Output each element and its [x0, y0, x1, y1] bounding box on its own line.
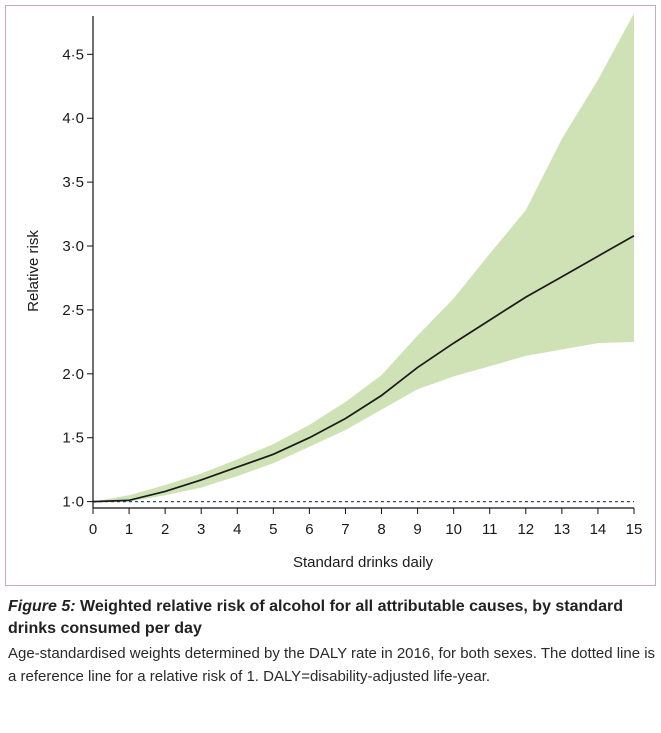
x-axis-title: Standard drinks daily — [293, 554, 434, 571]
caption-title-text: Weighted relative risk of alcohol for al… — [8, 598, 623, 637]
y-tick-label: 1·5 — [62, 430, 84, 447]
x-tick-label: 4 — [233, 521, 241, 538]
y-tick-label: 2·0 — [62, 366, 84, 383]
caption-title: Figure 5: Weighted relative risk of alco… — [8, 596, 656, 640]
y-tick-label: 3·5 — [62, 174, 84, 191]
uncertainty-band — [93, 13, 634, 502]
x-tick-label: 11 — [482, 521, 498, 538]
y-tick-label: 4·5 — [62, 46, 84, 63]
y-tick-label: 4·0 — [62, 110, 84, 127]
y-tick-label: 2·5 — [62, 302, 84, 319]
y-tick-label: 3·0 — [62, 238, 84, 255]
y-tick-label: 1·0 — [62, 494, 84, 511]
x-tick-label: 15 — [626, 521, 643, 538]
x-tick-label: 12 — [517, 521, 534, 538]
x-tick-label: 9 — [413, 521, 421, 538]
y-axis-title: Relative risk — [25, 230, 42, 312]
x-tick-label: 1 — [125, 521, 133, 538]
x-tick-label: 3 — [197, 521, 205, 538]
figure-label: Figure 5: — [8, 598, 76, 615]
figure-caption: Figure 5: Weighted relative risk of alco… — [8, 596, 656, 688]
x-tick-label: 7 — [341, 521, 349, 538]
relative-risk-chart: 0 1 2 3 4 5 6 7 8 9 10 11 12 13 14 15 1·01·52·02·53·03·… — [25, 13, 643, 571]
x-tick-label: 2 — [161, 521, 169, 538]
x-tick-label: 6 — [305, 521, 313, 538]
caption-body: Age-standardised weights determined by t… — [8, 645, 656, 685]
x-tick-label: 8 — [377, 521, 385, 538]
relative-risk-line — [92, 235, 635, 503]
x-tick-label: 0 — [89, 521, 97, 538]
figure-panel: 0 1 2 3 4 5 6 7 8 9 10 11 12 13 14 15 1·0 1·5 2·0 2·5 3·0 3·… — [5, 5, 656, 586]
x-tick-label: 13 — [554, 521, 571, 538]
x-tick-label: 5 — [269, 521, 277, 538]
x-tick-label: 10 — [445, 521, 462, 538]
x-tick-label: 14 — [590, 521, 607, 538]
